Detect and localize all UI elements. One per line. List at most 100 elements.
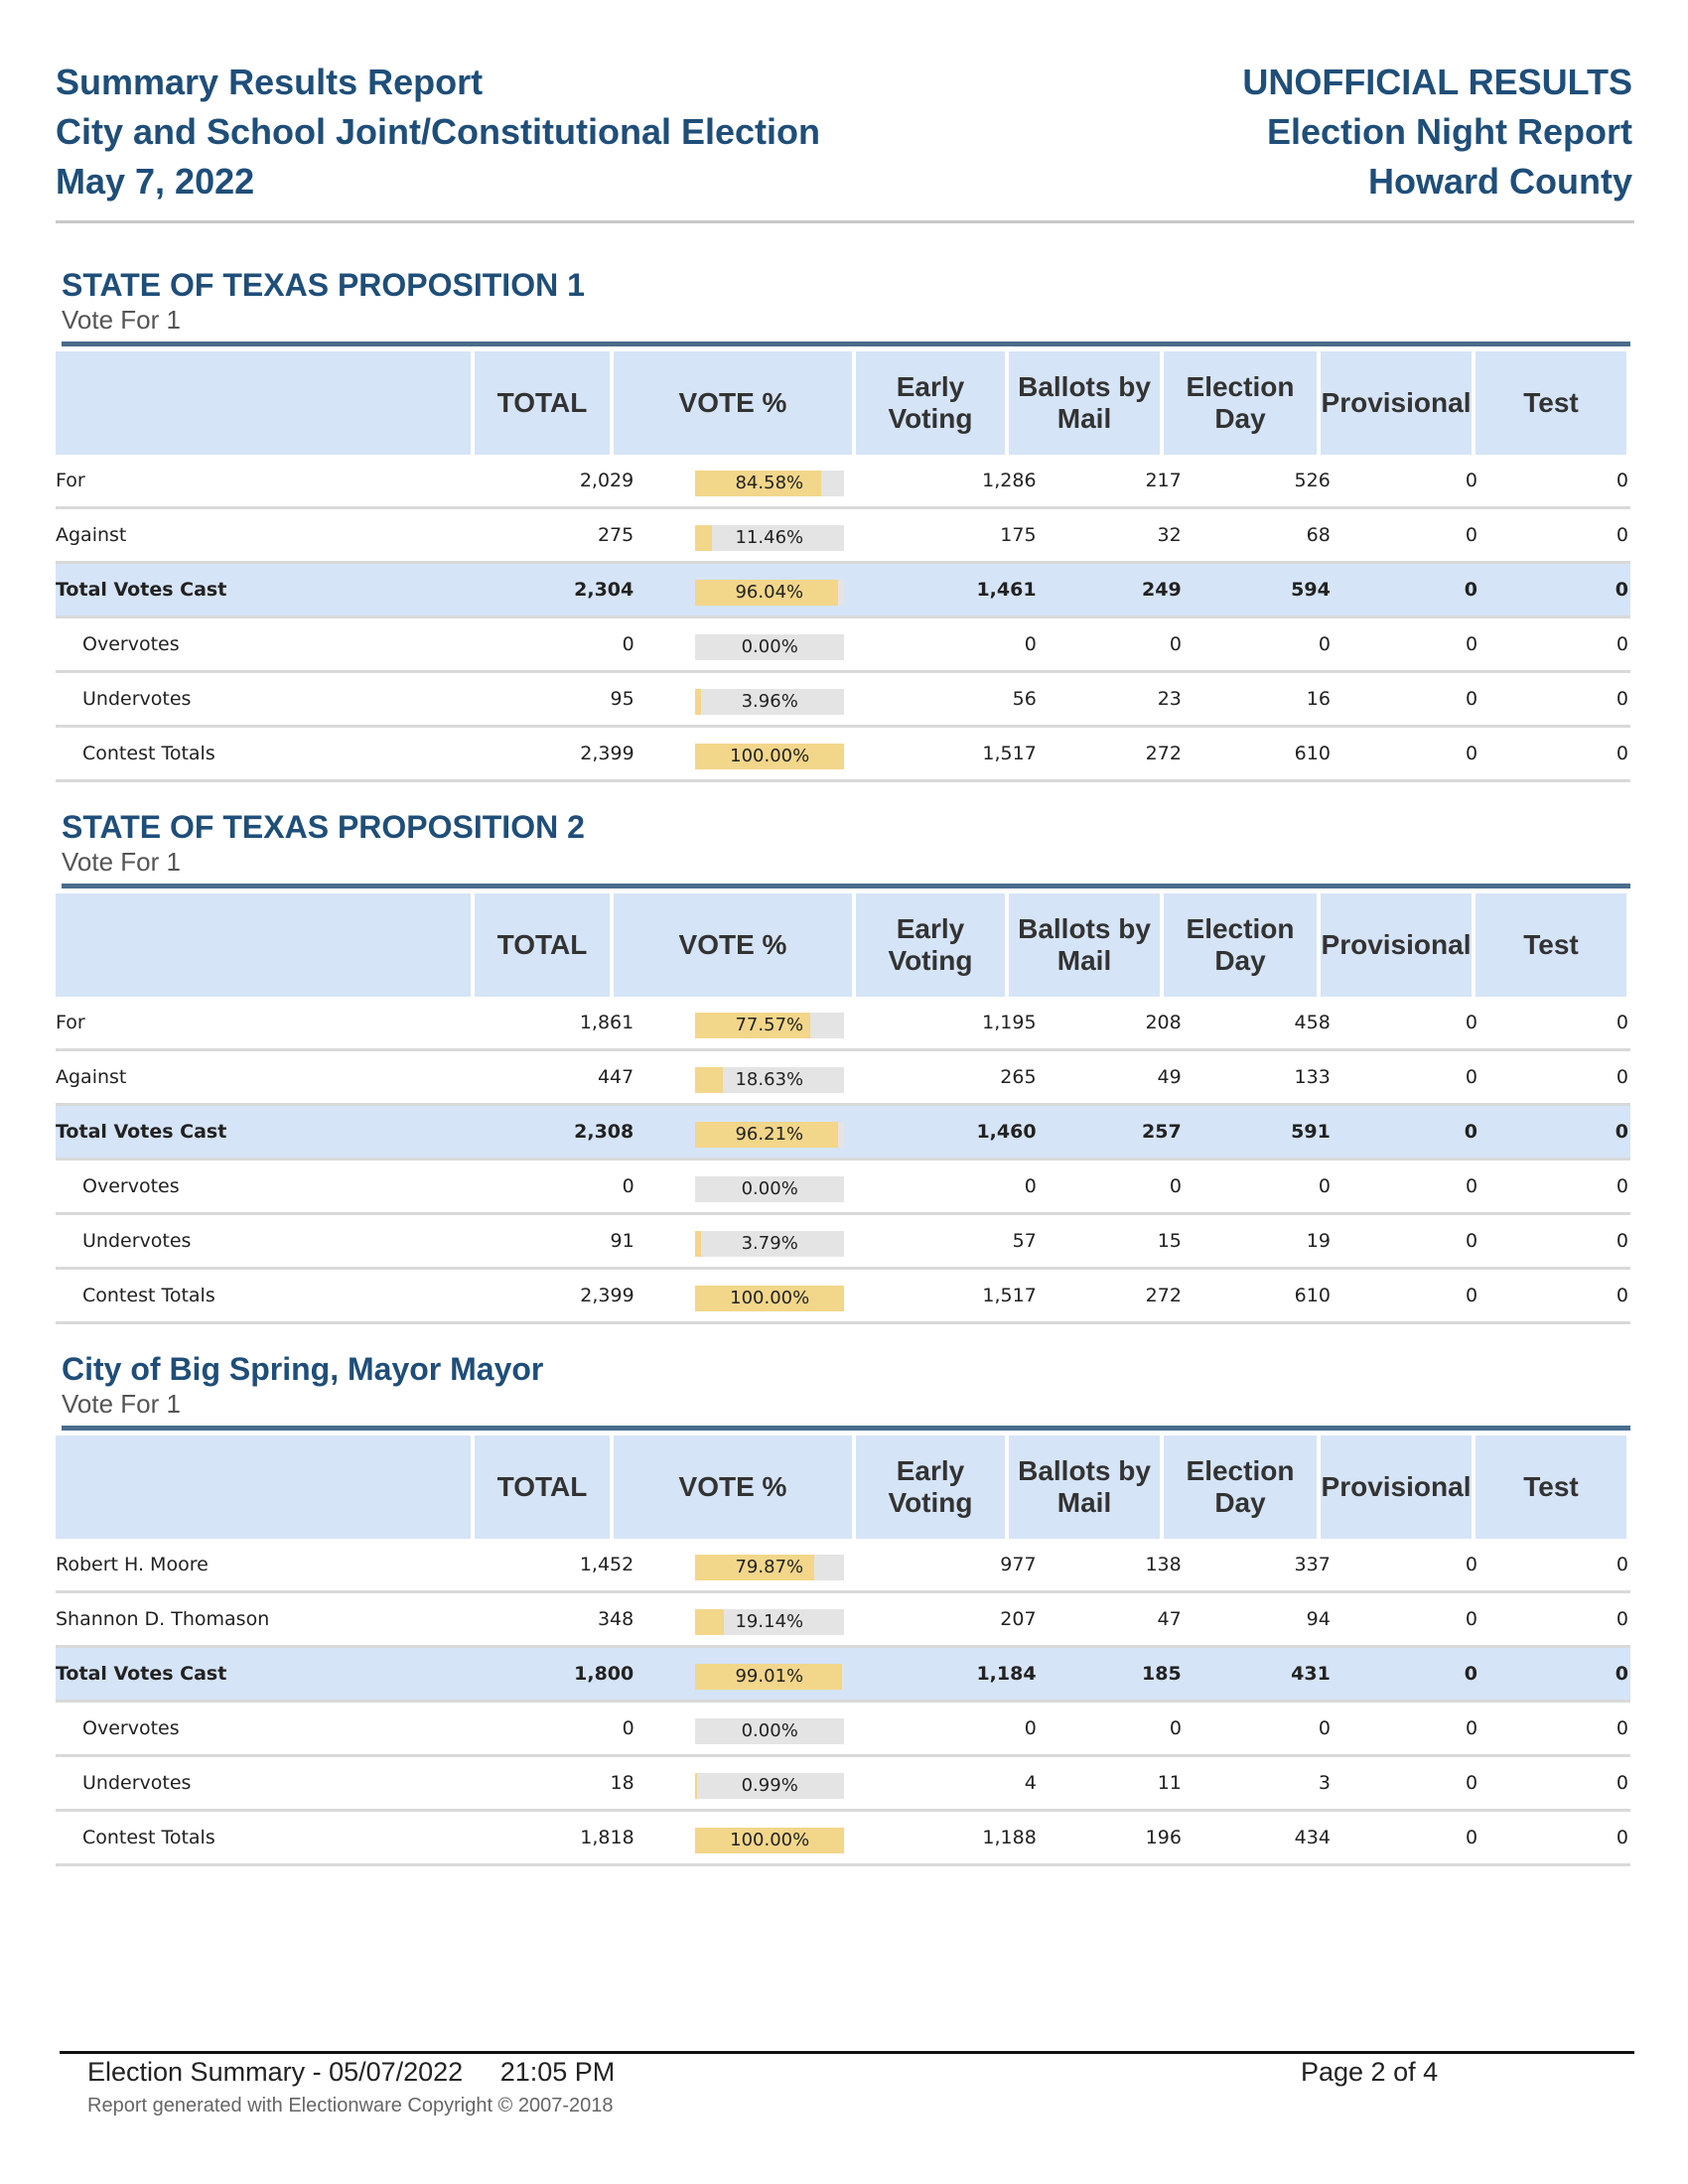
vote-pct-bar: 3.79% (695, 1231, 845, 1257)
early-voting-cell: 1,460 (976, 1121, 1037, 1143)
ballots-by-mail-cell: 0 (1169, 1717, 1182, 1739)
vote-pct-value: 84.58% (735, 473, 804, 493)
ballots-by-mail-cell: 15 (1157, 1230, 1182, 1252)
ballots-by-mail-cell: 0 (1169, 1175, 1182, 1197)
contest-section: STATE OF TEXAS PROPOSITION 2 Vote For 1 TO… (56, 808, 1630, 1324)
ballots-by-mail-cell: 249 (1142, 579, 1182, 601)
vote-pct-bar: 0.99% (695, 1773, 845, 1799)
test-cell: 0 (1616, 1717, 1629, 1739)
result-row: For 1,861 77.57% 1,195 208 458 0 0 (56, 997, 1630, 1051)
total-cell: 275 (597, 524, 634, 546)
vote-for-label: Vote For 1 (62, 305, 181, 335)
election-day-cell: 0 (1318, 1175, 1331, 1197)
test-cell: 0 (1616, 1772, 1629, 1794)
vote-pct-value: 0.00% (741, 636, 798, 657)
early-voting-cell: 977 (1000, 1554, 1037, 1575)
election-date: May 7, 2022 (56, 161, 255, 202)
column-header: Early Voting (856, 1435, 1005, 1539)
column-header: Ballots by Mail (1009, 893, 1160, 997)
vote-pct-cell: 0.00% (644, 1703, 896, 1754)
contest-title: City of Big Spring, Mayor Mayor (62, 1351, 544, 1387)
footer-summary: Election Summary - 05/07/2022 21:05 PM (87, 2057, 616, 2087)
column-header: Early Voting (856, 893, 1005, 997)
early-voting-cell: 1,461 (976, 579, 1037, 601)
total-cell: 2,399 (580, 743, 634, 764)
test-cell: 0 (1615, 579, 1628, 601)
vote-pct-value: 96.21% (735, 1124, 804, 1145)
provisional-cell: 0 (1465, 633, 1478, 655)
column-header-row: TOTAL VOTE % Early Voting Ballots by Mail El… (56, 1435, 1630, 1539)
column-header: Test (1476, 351, 1626, 455)
provisional-cell: 0 (1465, 1285, 1478, 1306)
vote-pct-cell: 0.00% (644, 618, 896, 670)
provisional-cell: 0 (1465, 1066, 1477, 1088)
vote-pct-bar: 100.00% (695, 1286, 845, 1311)
early-voting-cell: 1,286 (982, 470, 1037, 491)
total-cell: 1,818 (580, 1827, 634, 1848)
contest-divider (62, 341, 1630, 346)
vote-pct-cell: 100.00% (644, 1270, 896, 1321)
election-day-cell: 0 (1318, 633, 1331, 655)
vote-pct-bar-fill (694, 1013, 811, 1038)
vote-pct-cell: 19.14% (643, 1593, 895, 1645)
vote-pct-bar-fill (695, 1286, 845, 1311)
vote-pct-bar-fill (694, 580, 838, 606)
provisional-cell: 0 (1465, 470, 1477, 491)
contest-divider (62, 1426, 1630, 1431)
ballots-by-mail-cell: 0 (1169, 633, 1182, 655)
vote-pct-value: 99.01% (735, 1666, 804, 1687)
ballots-by-mail-cell: 32 (1157, 524, 1182, 546)
result-row: Total Votes Cast 2,308 96.21% 1,460 257 591 0 0 (56, 1106, 1630, 1160)
column-header: VOTE % (614, 1435, 852, 1539)
row-label: Against (56, 524, 127, 546)
vote-pct-value: 18.63% (735, 1069, 804, 1090)
provisional-cell: 0 (1464, 1121, 1477, 1143)
total-cell: 348 (597, 1608, 634, 1630)
test-cell: 0 (1616, 1554, 1628, 1575)
vote-pct-cell: 100.00% (644, 1812, 896, 1863)
row-label: Contest Totals (82, 743, 215, 764)
result-row: Total Votes Cast 1,800 99.01% 1,184 185 431 0 0 (56, 1648, 1630, 1703)
contest-title: STATE OF TEXAS PROPOSITION 1 (62, 267, 585, 303)
column-header: TOTAL (475, 1435, 610, 1539)
row-label: Undervotes (82, 1772, 192, 1794)
provisional-cell: 0 (1465, 1608, 1477, 1630)
ballots-by-mail-cell: 23 (1157, 688, 1182, 710)
provisional-cell: 0 (1465, 743, 1478, 764)
column-header (56, 1435, 471, 1539)
vote-pct-bar: 79.87% (694, 1555, 844, 1580)
column-header: TOTAL (475, 893, 610, 997)
total-cell: 1,800 (574, 1663, 634, 1685)
contest-title: STATE OF TEXAS PROPOSITION 2 (62, 809, 585, 845)
vote-pct-cell: 0.99% (644, 1757, 896, 1809)
early-voting-cell: 1,184 (976, 1663, 1037, 1685)
contest-section: City of Big Spring, Mayor Mayor Vote For … (56, 1350, 1630, 1866)
election-day-cell: 0 (1318, 1717, 1331, 1739)
vote-pct-value: 11.46% (735, 527, 804, 548)
row-label: Overvotes (82, 633, 180, 655)
unofficial-label: UNOFFICIAL RESULTS (1242, 62, 1632, 102)
vote-pct-value: 96.04% (735, 582, 804, 603)
vote-pct-bar-fill (694, 1555, 814, 1580)
row-label: Overvotes (82, 1175, 180, 1197)
total-cell: 1,861 (579, 1012, 634, 1033)
test-cell: 0 (1616, 1285, 1629, 1306)
total-cell: 0 (622, 1175, 634, 1197)
vote-pct-bar-fill (694, 1067, 723, 1093)
result-row: Shannon D. Thomason 348 19.14% 207 47 94 0 0 (56, 1593, 1630, 1648)
vote-pct-cell: 77.57% (643, 997, 895, 1048)
test-cell: 0 (1616, 1608, 1628, 1630)
vote-pct-bar: 96.04% (694, 580, 844, 606)
total-cell: 1,452 (579, 1554, 634, 1575)
total-cell: 2,399 (580, 1285, 634, 1306)
provisional-cell: 0 (1465, 1772, 1478, 1794)
result-row: Against 275 11.46% 175 32 68 0 0 (56, 509, 1630, 564)
vote-pct-bar-fill (695, 744, 845, 769)
election-day-cell: 337 (1294, 1554, 1331, 1575)
result-row: Undervotes 18 0.99% 4 11 3 0 0 (56, 1757, 1630, 1812)
early-voting-cell: 1,195 (982, 1012, 1037, 1033)
column-header: Election Day (1164, 1435, 1317, 1539)
result-row: Undervotes 91 3.79% 57 15 19 0 0 (56, 1215, 1630, 1270)
total-cell: 447 (597, 1066, 634, 1088)
column-header: Election Day (1164, 893, 1317, 997)
